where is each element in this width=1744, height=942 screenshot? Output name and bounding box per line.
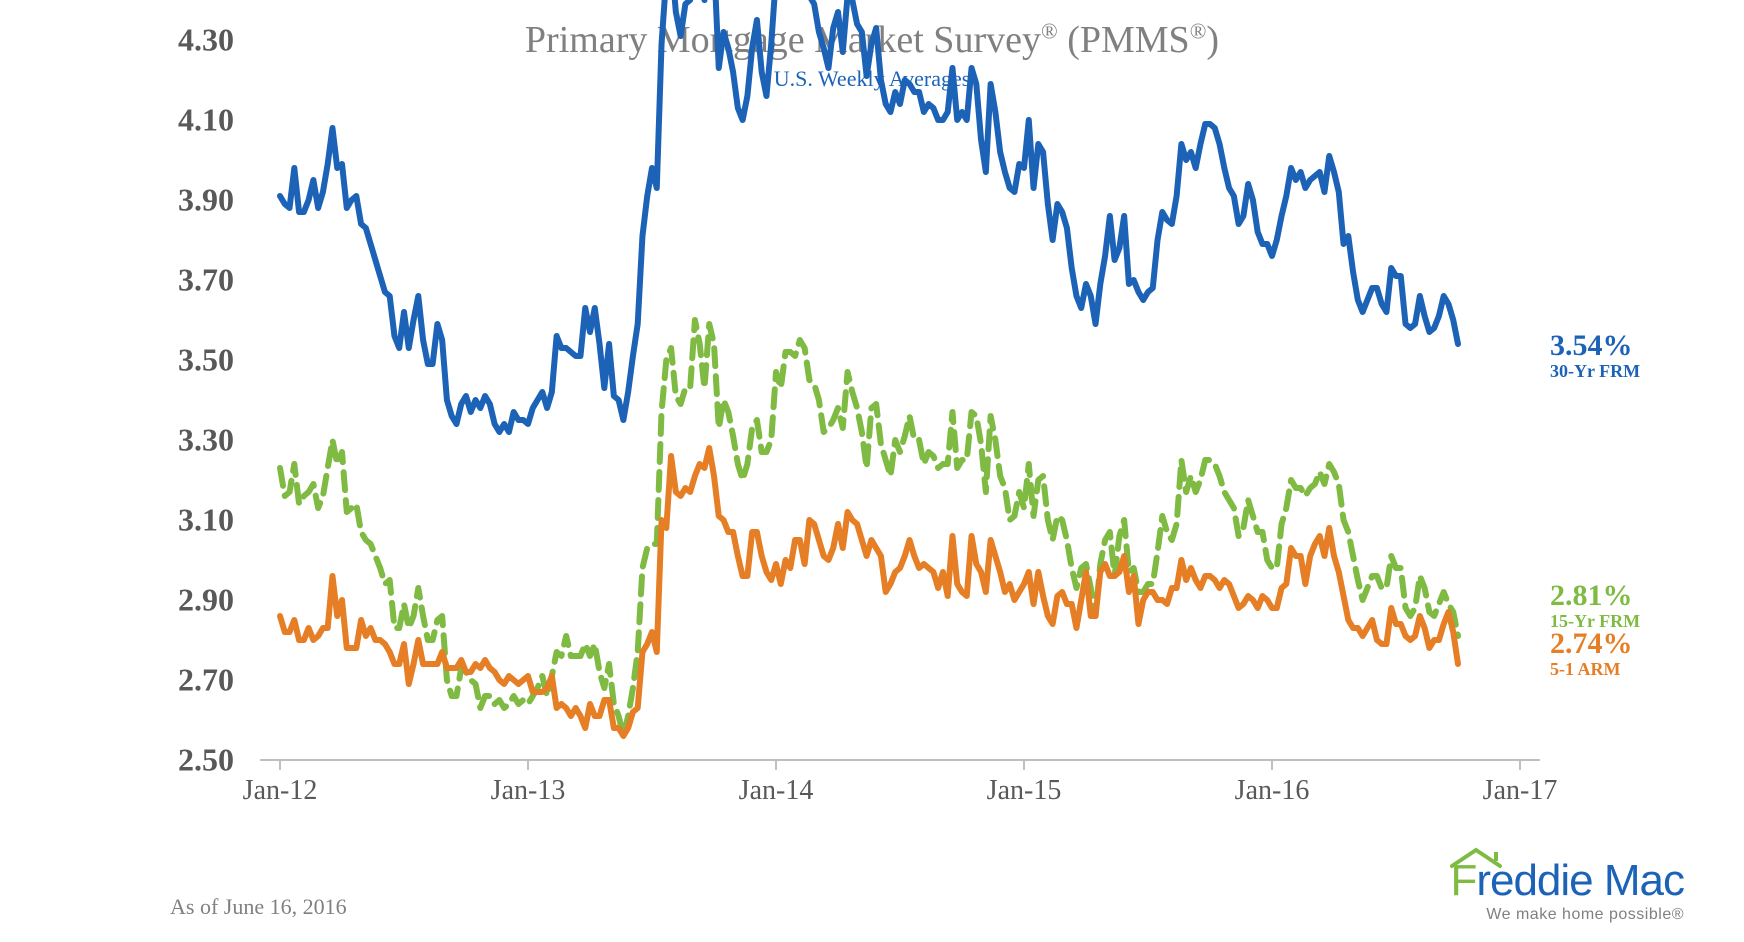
xtick-label: Jan-16 [1235,775,1310,807]
logo-tagline: We make home possible® [1450,906,1684,924]
ytick-label: 3.50 [154,342,234,379]
ytick-label: 2.90 [154,582,234,619]
end-label-15-yr-frm: 2.81%15-Yr FRM [1550,580,1640,630]
ytick-label: 2.50 [154,742,234,779]
logo-roof-icon [1450,846,1502,870]
ytick-label: 3.70 [154,262,234,299]
pmms-chart: Primary Mortgage Market Survey® (PMMS®) … [0,0,1744,942]
series-30-yr-frm [280,0,1458,432]
ytick-label: 2.70 [154,662,234,699]
ytick-label: 3.30 [154,422,234,459]
freddiemac-logo: Freddie Mac We make home possible® [1450,856,1684,924]
ytick-label: 3.10 [154,502,234,539]
xtick-label: Jan-17 [1483,775,1558,807]
end-label-30-yr-frm: 3.54%30-Yr FRM [1550,330,1640,380]
xtick-label: Jan-12 [243,775,318,807]
ytick-label: 3.90 [154,182,234,219]
xtick-label: Jan-13 [491,775,566,807]
xtick-label: Jan-15 [987,775,1062,807]
asof-label: As of June 16, 2016 [170,894,347,920]
end-label-5-1-arm: 2.74%5-1 ARM [1550,628,1633,678]
ytick-label: 4.30 [154,22,234,59]
ytick-label: 4.10 [154,102,234,139]
series-15-yr-frm [280,320,1458,736]
xtick-label: Jan-14 [739,775,814,807]
